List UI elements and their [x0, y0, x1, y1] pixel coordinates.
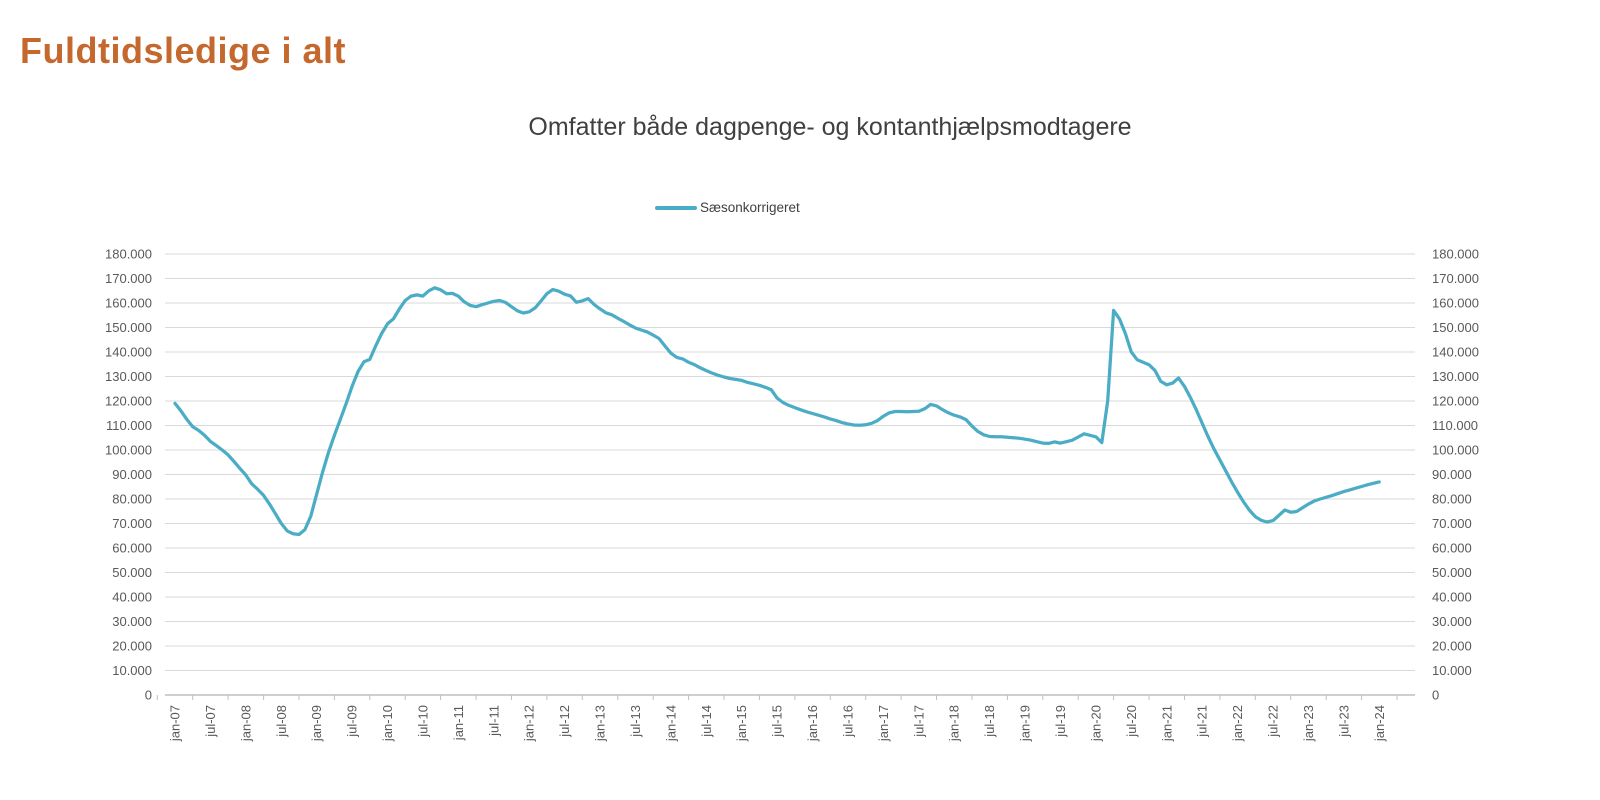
x-axis-tick-label: jul-19	[1053, 705, 1068, 738]
x-axis-tick-label: jul-14	[699, 705, 714, 738]
x-axis-tick-label: jan-10	[380, 705, 395, 742]
legend-line-swatch	[655, 205, 697, 210]
x-axis-tick-label: jan-14	[663, 705, 678, 742]
y-axis-tick-label-left: 120.000	[105, 394, 152, 409]
y-axis-tick-label-right: 80.000	[1432, 492, 1472, 507]
x-axis-tick-label: jul-15	[770, 705, 785, 738]
x-axis-tick-label: jan-19	[1018, 705, 1033, 742]
y-axis-tick-label-right: 70.000	[1432, 516, 1472, 531]
x-axis-tick-label: jul-12	[557, 705, 572, 738]
y-axis-tick-label-right: 0	[1432, 688, 1439, 703]
y-axis-tick-label-left: 10.000	[112, 663, 152, 678]
x-axis-tick-label: jul-09	[345, 705, 360, 738]
y-axis-tick-label-right: 40.000	[1432, 590, 1472, 605]
x-axis-tick-label: jan-24	[1372, 705, 1387, 742]
chart-subtitle: Omfatter både dagpenge- og kontanthjælps…	[528, 113, 1132, 141]
x-axis-tick-label: jul-18	[982, 705, 997, 738]
x-axis-tick-label: jul-08	[274, 705, 289, 738]
x-axis-tick-label: jul-13	[628, 705, 643, 738]
y-axis-tick-label-right: 30.000	[1432, 614, 1472, 629]
y-axis-tick-label-right: 130.000	[1432, 369, 1479, 384]
chart-legend: Sæsonkorrigeret	[655, 200, 800, 215]
y-axis-tick-label-right: 60.000	[1432, 541, 1472, 556]
y-axis-tick-label-right: 100.000	[1432, 443, 1479, 458]
x-axis-tick-label: jul-21	[1195, 705, 1210, 738]
x-axis-tick-label: jan-23	[1301, 705, 1316, 742]
y-axis-tick-label-left: 0	[145, 688, 152, 703]
y-axis-right-labels: 180.000 170.000 160.000 150.000 140.000 130.0…	[1432, 247, 1479, 703]
x-axis-tick-label: jan-16	[805, 705, 820, 742]
y-axis-tick-label-right: 120.000	[1432, 394, 1479, 409]
y-axis-tick-label-right: 140.000	[1432, 345, 1479, 360]
y-axis-tick-label-right: 150.000	[1432, 320, 1479, 335]
y-axis-left-labels: 180.000 170.000 160.000 150.000 140.000 130.0…	[105, 247, 152, 703]
unemployment-trend-line	[173, 286, 1381, 537]
x-axis-tick-label: jan-09	[309, 705, 324, 742]
x-axis-tick-label: jan-15	[734, 705, 749, 742]
y-axis-tick-label-right: 170.000	[1432, 271, 1479, 286]
x-axis-tick-label: jan-17	[876, 705, 891, 742]
x-axis-tick-label: jan-11	[451, 705, 466, 741]
y-axis-tick-label-left: 90.000	[112, 467, 152, 482]
x-axis-tick-label: jan-18	[947, 705, 962, 742]
y-axis-tick-label-left: 160.000	[105, 296, 152, 311]
gridlines	[165, 253, 1415, 696]
y-axis-tick-label-left: 40.000	[112, 590, 152, 605]
y-axis-tick-label-left: 150.000	[105, 320, 152, 335]
y-axis-tick-label-right: 180.000	[1432, 247, 1479, 262]
y-axis-tick-label-left: 180.000	[105, 247, 152, 262]
y-axis-tick-label-left: 130.000	[105, 369, 152, 384]
x-axis-tick-label: jul-11	[486, 705, 501, 737]
page-title: Fuldtidsledige i alt	[20, 30, 347, 71]
y-axis-tick-label-left: 70.000	[112, 516, 152, 531]
y-axis-tick-label-left: 50.000	[112, 565, 152, 580]
x-axis-tick-label: jan-12	[522, 705, 537, 742]
x-axis-tick-label: jul-07	[203, 705, 218, 738]
x-axis-tick-label: jan-07	[168, 705, 183, 742]
y-axis-tick-label-left: 110.000	[106, 418, 152, 433]
y-axis-tick-label-right: 110.000	[1432, 418, 1478, 433]
x-axis-tick-label: jan-13	[593, 705, 608, 742]
x-axis-tick-label: jul-17	[911, 705, 926, 738]
y-axis-tick-label-right: 10.000	[1432, 663, 1472, 678]
x-axis-tick-label: jan-20	[1088, 705, 1103, 742]
x-axis-labels: jan-07 jul-07 jan-08 jul-08 jan-09 jul-09 jan-…	[156, 695, 1398, 742]
x-axis-tick-label: jan-21	[1159, 705, 1174, 742]
x-axis-tick-label: jul-23	[1336, 705, 1351, 738]
y-axis-tick-label-left: 60.000	[112, 541, 152, 556]
data-series	[173, 286, 1381, 537]
y-axis-tick-label-right: 160.000	[1432, 296, 1479, 311]
y-axis-tick-label-left: 30.000	[112, 614, 152, 629]
y-axis-tick-label-left: 80.000	[112, 492, 152, 507]
x-axis-tick-label: jul-22	[1266, 705, 1281, 738]
x-axis-tick-label: jul-16	[841, 705, 856, 738]
y-axis-tick-label-right: 50.000	[1432, 565, 1472, 580]
x-axis-tick-label: jan-22	[1230, 705, 1245, 742]
y-axis-tick-label-left: 20.000	[112, 639, 152, 654]
x-axis-tick-label: jan-08	[238, 705, 253, 742]
y-axis-tick-label-left: 100.000	[105, 443, 152, 458]
x-axis-tick-label: jul-10	[415, 705, 430, 738]
y-axis-tick-label-right: 20.000	[1432, 639, 1472, 654]
y-axis-tick-label-left: 140.000	[105, 345, 152, 360]
x-axis-tick-label: jul-20	[1124, 705, 1139, 738]
y-axis-tick-label-left: 170.000	[105, 271, 152, 286]
legend-series-label: Sæsonkorrigeret	[700, 200, 800, 215]
y-axis-tick-label-right: 90.000	[1432, 467, 1472, 482]
